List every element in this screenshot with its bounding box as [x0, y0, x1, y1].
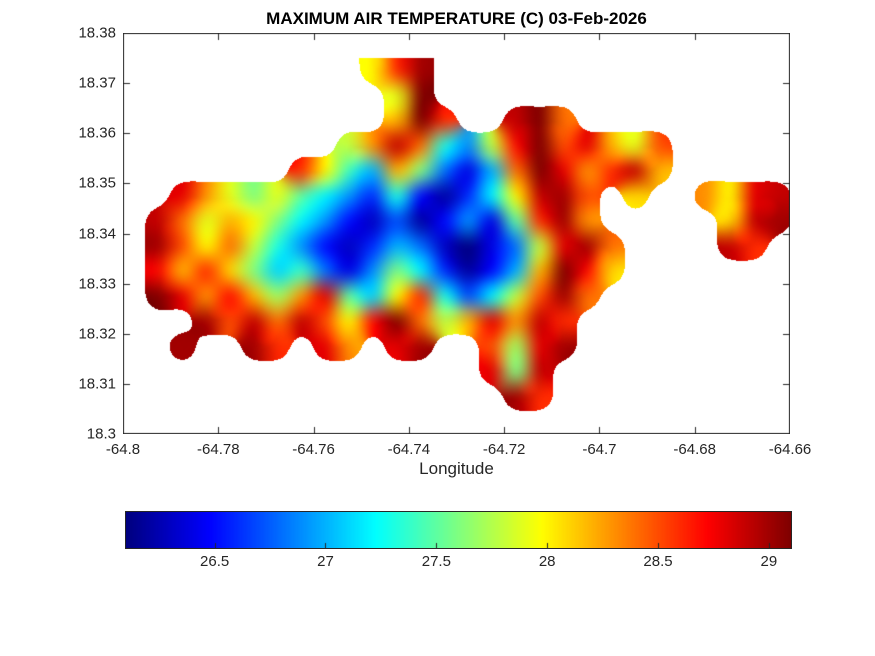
- plot-area: [123, 33, 790, 434]
- colorbar-tick-label: 29: [760, 553, 778, 570]
- y-tick-label: 18.35: [78, 174, 116, 192]
- x-tick-label: -64.7: [582, 441, 617, 458]
- y-tick-label: 18.38: [78, 24, 116, 42]
- y-tick-label: 18.3: [86, 425, 116, 443]
- x-tick-label: -64.8: [105, 441, 141, 458]
- x-tick-label: -64.66: [768, 441, 812, 458]
- x-axis-label: Longitude: [419, 459, 494, 478]
- y-tick-label: 18.31: [78, 375, 116, 393]
- x-tick-label: -64.76: [292, 441, 335, 458]
- x-tick-label: -64.72: [482, 441, 526, 458]
- colorbar: [125, 511, 792, 549]
- y-tick-label: 18.37: [78, 74, 116, 92]
- heatmap-canvas: [123, 33, 790, 434]
- colorbar-tick-label: 26.5: [200, 553, 230, 570]
- x-tick-label: -64.78: [197, 441, 240, 458]
- colorbar-tick-label: 28: [538, 553, 556, 570]
- chart-title: MAXIMUM AIR TEMPERATURE (C) 03-Feb-2026: [266, 9, 647, 28]
- x-tick-label: -64.68: [673, 441, 716, 458]
- colorbar-tick-label: 27.5: [421, 553, 451, 570]
- y-tick-label: 18.34: [78, 225, 116, 242]
- colorbar-tick-label: 27: [317, 553, 334, 570]
- colorbar-tick-label: 28.5: [643, 553, 673, 570]
- y-tick-label: 18.36: [78, 124, 116, 142]
- y-tick-label: 18.32: [78, 325, 116, 343]
- y-tick-label: 18.33: [78, 275, 116, 293]
- x-tick-label: -64.74: [387, 441, 431, 458]
